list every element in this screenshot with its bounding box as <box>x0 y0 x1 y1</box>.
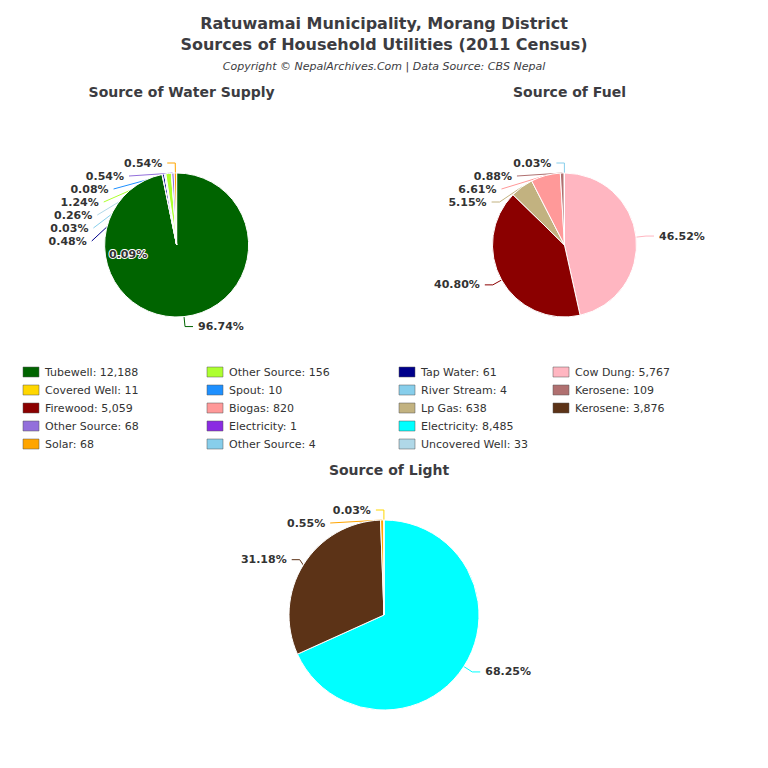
svg-text:46.52%: 46.52% <box>659 230 705 243</box>
svg-text:0.88%: 0.88% <box>474 170 512 183</box>
svg-text:Other Source: 156: Other Source: 156 <box>229 366 330 379</box>
svg-text:0.03%: 0.03% <box>333 504 371 517</box>
svg-text:Uncovered Well: 33: Uncovered Well: 33 <box>421 438 528 451</box>
svg-text:0.48%: 0.48% <box>49 235 87 248</box>
svg-text:Source of Water Supply: Source of Water Supply <box>89 84 275 100</box>
svg-text:River Stream: 4: River Stream: 4 <box>421 384 507 397</box>
svg-text:0.09%: 0.09% <box>109 248 147 261</box>
svg-text:0.54%: 0.54% <box>124 157 162 170</box>
svg-text:40.80%: 40.80% <box>434 278 480 291</box>
svg-text:Electricity: 1: Electricity: 1 <box>229 420 297 433</box>
svg-text:Kerosene: 3,876: Kerosene: 3,876 <box>575 402 664 415</box>
svg-text:Electricity: 8,485: Electricity: 8,485 <box>421 420 514 433</box>
svg-text:Kerosene: 109: Kerosene: 109 <box>575 384 654 397</box>
svg-text:68.25%: 68.25% <box>485 665 531 678</box>
svg-text:Cow Dung: 5,767: Cow Dung: 5,767 <box>575 366 670 379</box>
svg-text:Tubewell: 12,188: Tubewell: 12,188 <box>44 366 138 379</box>
svg-text:Other Source: 68: Other Source: 68 <box>45 420 139 433</box>
svg-text:Copyright © NepalArchives.Com: Copyright © NepalArchives.Com | Data Sou… <box>223 60 545 73</box>
svg-text:Tap Water: 61: Tap Water: 61 <box>420 366 497 379</box>
svg-text:Ratuwamai Municipality, Morang: Ratuwamai Municipality, Morang District <box>200 14 568 33</box>
svg-text:0.08%: 0.08% <box>70 183 108 196</box>
svg-text:31.18%: 31.18% <box>241 553 287 566</box>
svg-text:Sources of Household Utilities: Sources of Household Utilities (2011 Cen… <box>180 35 587 54</box>
svg-text:Spout: 10: Spout: 10 <box>229 384 282 397</box>
svg-text:0.55%: 0.55% <box>287 517 325 530</box>
svg-text:Biogas: 820: Biogas: 820 <box>229 402 294 415</box>
svg-text:Lp Gas: 638: Lp Gas: 638 <box>421 402 487 415</box>
svg-text:Firewood: 5,059: Firewood: 5,059 <box>45 402 133 415</box>
svg-text:96.74%: 96.74% <box>198 320 244 333</box>
svg-text:Source of Light: Source of Light <box>329 462 450 478</box>
svg-text:5.15%: 5.15% <box>448 196 486 209</box>
svg-text:Other Source: 4: Other Source: 4 <box>229 438 316 451</box>
svg-text:6.61%: 6.61% <box>458 183 496 196</box>
svg-text:Covered Well: 11: Covered Well: 11 <box>45 384 139 397</box>
svg-text:0.26%: 0.26% <box>54 209 92 222</box>
svg-text:Solar: 68: Solar: 68 <box>45 438 94 451</box>
svg-text:0.03%: 0.03% <box>513 157 551 170</box>
svg-text:Source of Fuel: Source of Fuel <box>513 84 626 100</box>
svg-text:0.54%: 0.54% <box>86 170 124 183</box>
svg-text:0.03%: 0.03% <box>50 222 88 235</box>
svg-text:1.24%: 1.24% <box>61 196 99 209</box>
